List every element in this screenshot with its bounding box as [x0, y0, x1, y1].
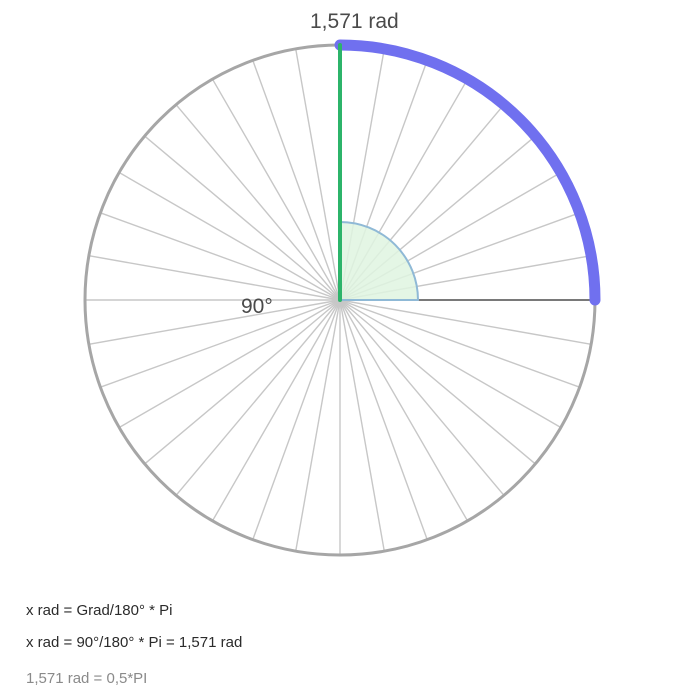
angle-diagram: 1,571 rad 90°: [0, 0, 678, 696]
caption-line-2: x rad = 90°/180° * Pi = 1,571 rad: [26, 634, 242, 651]
angle-wedge: [340, 222, 418, 300]
label-degrees: 90°: [241, 295, 273, 318]
caption-line-3: 1,571 rad = 0,5*PI: [26, 670, 147, 687]
label-radians: 1,571 rad: [310, 10, 399, 33]
caption-line-1: x rad = Grad/180° * Pi: [26, 602, 173, 619]
